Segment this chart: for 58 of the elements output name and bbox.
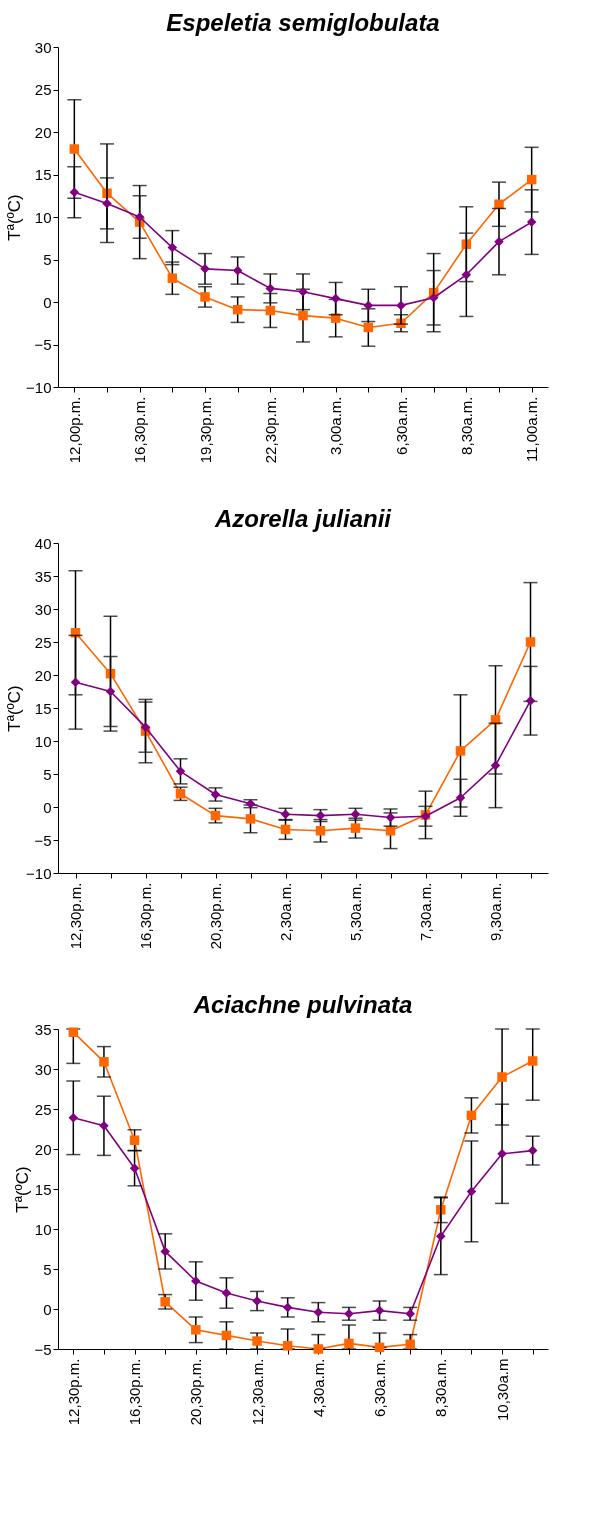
y-tick-label: 5 xyxy=(43,1260,52,1278)
y-tick-label: 25 xyxy=(34,633,52,651)
y-tick-label: 5 xyxy=(43,765,52,783)
x-tick-label: 20,30p.m. xyxy=(187,1358,205,1426)
y-tick-label: 30 xyxy=(34,1060,52,1078)
y-tick-label: 30 xyxy=(34,600,52,618)
x-tick-label: 2,30a.m. xyxy=(277,882,294,941)
x-tick-label: 8,30a.m. xyxy=(457,396,475,455)
y-tick-label: 5 xyxy=(43,251,52,268)
y-tick-label: 0 xyxy=(43,798,52,816)
y-tick-label: 15 xyxy=(34,699,52,717)
x-tick-label: 19,30p.m. xyxy=(196,396,214,464)
x-tick-label: 16,30p.m. xyxy=(137,882,154,950)
y-tick-label: 25 xyxy=(34,81,52,98)
x-tick-label: 3,00a.m. xyxy=(327,396,345,455)
y-tick-label: 0 xyxy=(43,1300,52,1318)
x-tick-label: 12,00p.m. xyxy=(65,396,83,464)
x-tick-label: 12,30p.m. xyxy=(67,882,84,950)
y-axis-title: Tª(ºC) xyxy=(13,1166,33,1213)
x-tick-label: 12,30p.m. xyxy=(64,1358,82,1426)
x-tick-label: 8,30a.m. xyxy=(432,1358,450,1417)
x-tick-label: 22,30p.m. xyxy=(261,396,279,464)
x-tick-label: 7,30a.m. xyxy=(417,882,434,941)
x-tick-label: 4,30a.m. xyxy=(309,1358,327,1417)
x-tick-label: 9,30a.m. xyxy=(487,882,504,941)
x-tick-label: 11,00a.m. xyxy=(523,396,541,463)
x-tick-label: 6,30a.m. xyxy=(392,396,410,455)
y-tick-label: 20 xyxy=(34,666,52,684)
y-tick-label: 20 xyxy=(34,123,52,141)
y-tick-label: 25 xyxy=(34,1100,52,1118)
y-tick-label: −10 xyxy=(26,378,52,396)
y-tick-label: 0 xyxy=(43,293,52,311)
x-tick-label: 16,30p.m. xyxy=(131,396,149,464)
y-tick-label: 20 xyxy=(34,1140,52,1158)
y-tick-label: 15 xyxy=(34,1180,52,1198)
y-tick-label: −5 xyxy=(34,831,52,849)
x-tick-label: 16,30p.m. xyxy=(126,1358,144,1426)
y-tick-label: 10 xyxy=(34,732,52,750)
y-tick-label: −5 xyxy=(34,336,52,353)
y-tick-label: 10 xyxy=(34,1220,52,1238)
x-tick-label: 5,30a.m. xyxy=(347,882,364,941)
y-tick-label: 35 xyxy=(34,567,52,585)
chart-title: Espeletia semiglobulata xyxy=(166,9,440,36)
y-tick-label: 35 xyxy=(34,1020,52,1038)
y-axis-title: Tª(ºC) xyxy=(5,194,25,241)
x-tick-label: 20,30p.m. xyxy=(207,882,224,950)
x-tick-label: 6,30a.m. xyxy=(371,1358,389,1417)
x-tick-label: 10,30a.m xyxy=(493,1358,511,1422)
y-tick-label: 40 xyxy=(34,534,52,552)
y-tick-label: 30 xyxy=(34,38,52,56)
chart-title: Azorella julianii xyxy=(213,505,393,532)
y-axis-title: Tª(ºC) xyxy=(5,685,25,732)
y-tick-label: −5 xyxy=(34,1340,52,1358)
y-tick-label: 15 xyxy=(34,166,52,183)
y-tick-label: 10 xyxy=(34,208,52,226)
y-tick-label: −10 xyxy=(26,864,52,882)
x-tick-label: 12,30a.m. xyxy=(248,1358,266,1426)
chart-title: Aciachne pulvinata xyxy=(192,991,413,1018)
